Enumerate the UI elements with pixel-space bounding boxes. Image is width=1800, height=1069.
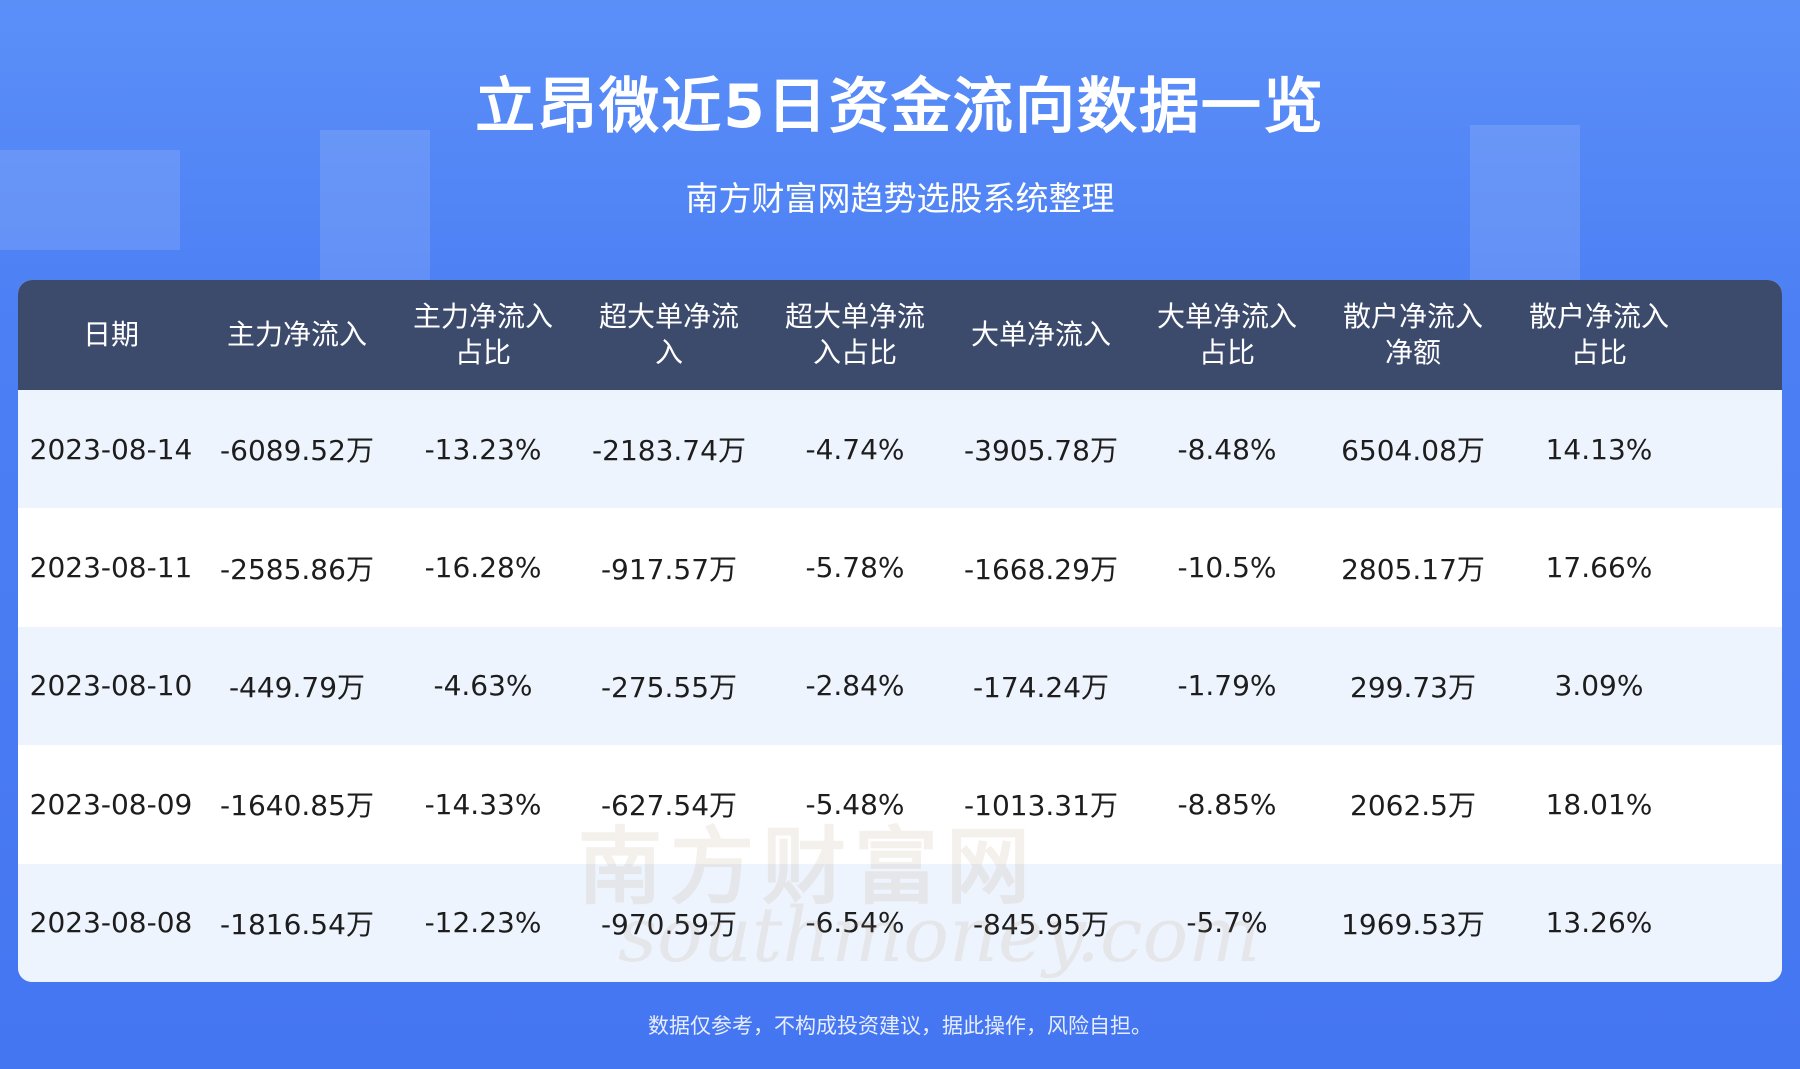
table-cell: -5.48% bbox=[805, 787, 905, 821]
decoration bbox=[0, 150, 180, 250]
table-cell: -1.79% bbox=[1177, 669, 1277, 703]
table-cell: 2023-08-14 bbox=[29, 432, 193, 466]
table-cell: 299.73万 bbox=[1350, 670, 1476, 704]
table-body: 2023-08-14 -6089.52万 -13.23% -2183.74万 -4.74… bbox=[18, 390, 1782, 982]
table-cell: -5.7% bbox=[1186, 906, 1268, 940]
table-cell: -13.23% bbox=[424, 432, 542, 466]
table-cell: 2805.17万 bbox=[1341, 552, 1485, 586]
table-cell: -2585.86万 bbox=[220, 552, 374, 586]
table-cell: -449.79万 bbox=[228, 670, 366, 704]
table-cell: -1668.29万 bbox=[964, 552, 1118, 586]
table-cell: -4.63% bbox=[433, 669, 533, 703]
table-cell: -5.78% bbox=[805, 551, 905, 585]
table-row: 2023-08-10 -449.79万 -4.63% -275.55万 -2.84% -1… bbox=[18, 626, 1782, 746]
table-cell: 3.09% bbox=[1554, 669, 1644, 703]
table-cell: -1640.85万 bbox=[220, 789, 374, 823]
column-header: 超大单净流入 bbox=[598, 300, 739, 369]
table-row: 2023-08-08 -1816.54万 -12.23% -970.59万 -6.54%… bbox=[18, 863, 1782, 982]
table-cell: -174.24万 bbox=[972, 670, 1110, 704]
column-header: 主力净流入 bbox=[226, 318, 367, 351]
column-header: 大单净流入 bbox=[970, 318, 1111, 351]
table-cell: -6089.52万 bbox=[220, 434, 374, 468]
column-header: 大单净流入占比 bbox=[1156, 300, 1297, 369]
table-cell: 6504.08万 bbox=[1341, 434, 1485, 468]
table-cell: 17.66% bbox=[1545, 551, 1653, 585]
table-cell: -6.54% bbox=[805, 906, 905, 940]
decoration bbox=[320, 130, 430, 280]
table-row: 2023-08-14 -6089.52万 -13.23% -2183.74万 -4.74… bbox=[18, 390, 1782, 509]
table-cell: 14.13% bbox=[1545, 432, 1653, 466]
table-cell: -917.57万 bbox=[600, 552, 738, 586]
table-header: 日期 主力净流入 主力净流入占比 超大单净流入 超大单净流入占比 大单净流入 大单净流入占比… bbox=[18, 280, 1782, 390]
table-cell: 2023-08-09 bbox=[29, 787, 193, 821]
table-row: 2023-08-11 -2585.86万 -16.28% -917.57万 -5.78%… bbox=[18, 508, 1782, 627]
table-cell: 2023-08-10 bbox=[29, 669, 193, 703]
table-cell: -8.48% bbox=[1177, 432, 1277, 466]
table-row: 2023-08-09 -1640.85万 -14.33% -627.54万 -5.48%… bbox=[18, 745, 1782, 864]
table-cell: -10.5% bbox=[1177, 551, 1277, 585]
table-cell: -1816.54万 bbox=[220, 907, 374, 941]
table-cell: -1013.31万 bbox=[964, 789, 1118, 823]
column-header: 超大单净流入占比 bbox=[784, 300, 925, 369]
table-cell: 18.01% bbox=[1545, 787, 1653, 821]
column-header: 散户净流入占比 bbox=[1528, 300, 1669, 369]
data-table: 日期 主力净流入 主力净流入占比 超大单净流入 超大单净流入占比 大单净流入 大单净流入占比… bbox=[18, 280, 1782, 982]
table-cell: 2023-08-08 bbox=[29, 906, 193, 940]
decoration bbox=[1470, 125, 1580, 280]
column-header: 日期 bbox=[82, 318, 139, 351]
table-cell: -16.28% bbox=[424, 551, 542, 585]
table-cell: -4.74% bbox=[805, 432, 905, 466]
table-cell: -970.59万 bbox=[600, 907, 738, 941]
disclaimer: 数据仅参考，不构成投资建议，据此操作，风险自担。 bbox=[648, 1014, 1152, 1038]
table-cell: -8.85% bbox=[1177, 787, 1277, 821]
column-header: 主力净流入占比 bbox=[412, 300, 553, 369]
table-cell: -3905.78万 bbox=[964, 434, 1118, 468]
table-cell: -275.55万 bbox=[600, 670, 738, 704]
table-cell: -14.33% bbox=[424, 787, 542, 821]
table-cell: 13.26% bbox=[1545, 906, 1653, 940]
table-cell: 2062.5万 bbox=[1350, 789, 1476, 823]
subtitle: 南方财富网趋势选股系统整理 bbox=[685, 179, 1115, 218]
column-header: 散户净流入净额 bbox=[1342, 300, 1483, 369]
table-cell: -12.23% bbox=[424, 906, 542, 940]
table-cell: -2183.74万 bbox=[592, 434, 746, 468]
table-cell: 2023-08-11 bbox=[29, 551, 193, 585]
table-cell: -2.84% bbox=[805, 669, 905, 703]
table-cell: 1969.53万 bbox=[1341, 907, 1485, 941]
table-cell: -627.54万 bbox=[600, 789, 738, 823]
title: 立昂微近5日资金流向数据一览 bbox=[475, 72, 1325, 142]
table-cell: -845.95万 bbox=[972, 907, 1110, 941]
